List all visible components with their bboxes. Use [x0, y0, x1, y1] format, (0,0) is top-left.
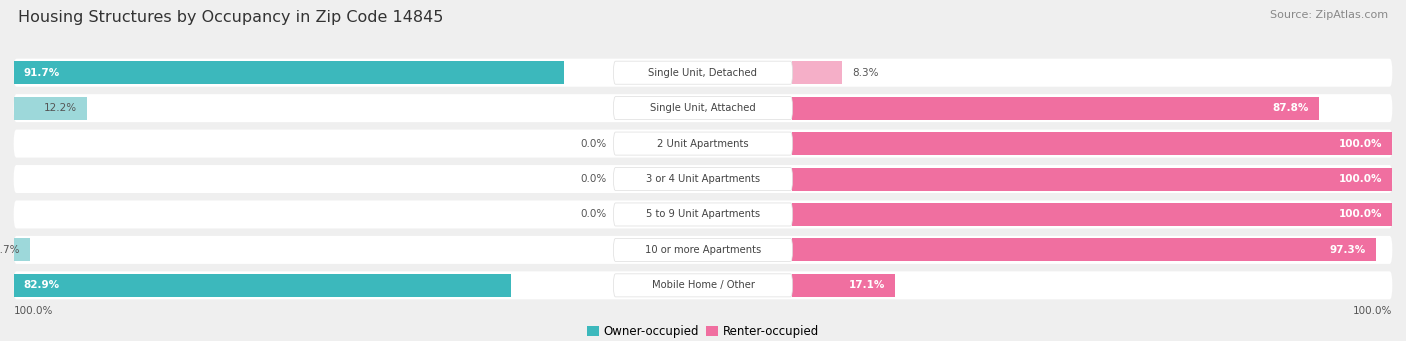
Bar [14, 274, 510, 297]
FancyBboxPatch shape [613, 167, 793, 191]
Text: Source: ZipAtlas.com: Source: ZipAtlas.com [1270, 10, 1388, 20]
Bar [793, 61, 842, 84]
Text: 0.0%: 0.0% [581, 138, 607, 149]
FancyBboxPatch shape [14, 59, 1392, 87]
FancyBboxPatch shape [613, 97, 793, 120]
Text: 8.3%: 8.3% [852, 68, 879, 78]
Bar [14, 97, 87, 120]
FancyBboxPatch shape [613, 274, 793, 297]
Text: 10 or more Apartments: 10 or more Apartments [645, 245, 761, 255]
Text: 5 to 9 Unit Apartments: 5 to 9 Unit Apartments [645, 209, 761, 220]
Text: 97.3%: 97.3% [1330, 245, 1367, 255]
Text: 100.0%: 100.0% [1339, 138, 1382, 149]
Bar [14, 238, 30, 262]
Text: Single Unit, Attached: Single Unit, Attached [650, 103, 756, 113]
FancyBboxPatch shape [14, 236, 1392, 264]
Text: 12.2%: 12.2% [44, 103, 77, 113]
FancyBboxPatch shape [14, 271, 1392, 299]
Text: 87.8%: 87.8% [1272, 103, 1309, 113]
FancyBboxPatch shape [613, 203, 793, 226]
FancyBboxPatch shape [613, 238, 793, 262]
Text: 91.7%: 91.7% [24, 68, 60, 78]
Text: 2.7%: 2.7% [0, 245, 20, 255]
FancyBboxPatch shape [613, 132, 793, 155]
FancyBboxPatch shape [14, 94, 1392, 122]
Text: Housing Structures by Occupancy in Zip Code 14845: Housing Structures by Occupancy in Zip C… [18, 10, 444, 25]
Bar [793, 97, 1319, 120]
FancyBboxPatch shape [14, 165, 1392, 193]
Text: 100.0%: 100.0% [1339, 209, 1382, 220]
FancyBboxPatch shape [14, 130, 1392, 158]
Text: 100.0%: 100.0% [14, 306, 53, 316]
Bar [793, 238, 1376, 262]
Bar [793, 132, 1392, 155]
Text: Mobile Home / Other: Mobile Home / Other [651, 280, 755, 291]
Bar [793, 167, 1392, 191]
Text: 0.0%: 0.0% [581, 209, 607, 220]
Text: 82.9%: 82.9% [24, 280, 59, 291]
Text: 0.0%: 0.0% [581, 174, 607, 184]
Text: 100.0%: 100.0% [1353, 306, 1392, 316]
Text: 2 Unit Apartments: 2 Unit Apartments [657, 138, 749, 149]
Text: 17.1%: 17.1% [849, 280, 886, 291]
Bar [793, 203, 1392, 226]
Bar [14, 61, 564, 84]
Text: 3 or 4 Unit Apartments: 3 or 4 Unit Apartments [645, 174, 761, 184]
FancyBboxPatch shape [613, 61, 793, 84]
Text: Single Unit, Detached: Single Unit, Detached [648, 68, 758, 78]
FancyBboxPatch shape [14, 201, 1392, 228]
Legend: Owner-occupied, Renter-occupied: Owner-occupied, Renter-occupied [582, 321, 824, 341]
Text: 100.0%: 100.0% [1339, 174, 1382, 184]
Bar [793, 274, 896, 297]
